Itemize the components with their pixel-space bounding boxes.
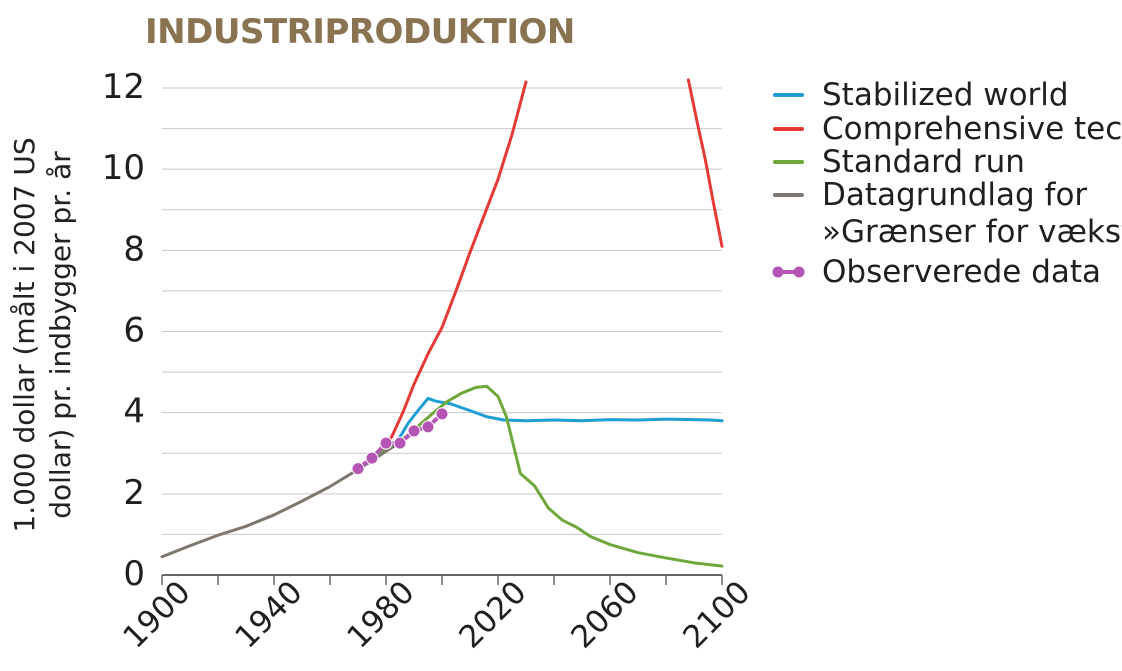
observed-data-point xyxy=(435,407,449,421)
observed-data-point xyxy=(379,436,393,450)
legend-observed-marker xyxy=(793,266,805,278)
chart-title: INDUSTRIPRODUKTION xyxy=(145,12,575,52)
legend-label: Stabilized world xyxy=(822,77,1069,113)
legend-item: Comprehensive tech xyxy=(773,111,1122,147)
legend-label: »Grænser for vækst« xyxy=(822,214,1122,250)
observed-data-point xyxy=(365,451,379,465)
legend-label: Observerede data xyxy=(822,254,1101,290)
axis-layer xyxy=(161,575,723,585)
x-tick-label: 2020 xyxy=(452,574,533,655)
x-tick-label: 2100 xyxy=(676,574,757,655)
y-tick-label: 4 xyxy=(123,392,145,432)
observed-data-point xyxy=(407,424,421,438)
x-tick-label: 1940 xyxy=(228,574,309,655)
observed-data-point xyxy=(351,462,365,476)
legend-label: Comprehensive tech xyxy=(822,111,1122,147)
y-tick-label: 6 xyxy=(123,311,145,351)
legend-observed-marker xyxy=(772,266,784,278)
y-axis-label-line-2: dollar) pr. indbygger pr. år xyxy=(44,151,77,519)
y-tick-label: 8 xyxy=(123,229,145,269)
series-line-standard-run xyxy=(378,384,724,568)
series-layer xyxy=(160,78,724,568)
legend-item: Observerede data xyxy=(772,254,1101,290)
x-tick-label: 2060 xyxy=(564,574,645,655)
legend-label: Standard run xyxy=(822,144,1025,180)
legend-item: Stabilized world xyxy=(773,77,1069,113)
y-tick-label: 0 xyxy=(123,554,145,594)
y-axis-label-group: 1.000 dollar (målt i 2007 US dollar) pr.… xyxy=(8,137,77,532)
observed-data-point xyxy=(421,420,435,434)
series-line-stabilized-world xyxy=(390,396,724,447)
legend-item: Datagrundlag for»Grænser for vækst« xyxy=(773,177,1122,250)
legend-item: Standard run xyxy=(773,144,1025,180)
x-ticks-layer: 1900 1940 1980 2020 2060 2100 xyxy=(116,574,757,655)
y-tick-label: 12 xyxy=(102,67,145,107)
y-ticks-layer: 0 2 4 6 8 10 12 xyxy=(102,67,145,594)
y-axis-label-line-1: 1.000 dollar (målt i 2007 US xyxy=(8,137,41,532)
observed-data-point xyxy=(393,436,407,450)
grid-layer xyxy=(162,87,722,576)
y-tick-label: 2 xyxy=(123,473,145,513)
marker-layer xyxy=(351,407,449,476)
x-tick-label: 1980 xyxy=(340,574,421,655)
series-line-comprehensive-tech-segment-1 xyxy=(378,80,528,453)
y-tick-label: 10 xyxy=(102,148,145,188)
legend-label: Datagrundlag for xyxy=(822,177,1087,213)
series-line-comprehensive-tech-segment-2 xyxy=(686,78,724,248)
